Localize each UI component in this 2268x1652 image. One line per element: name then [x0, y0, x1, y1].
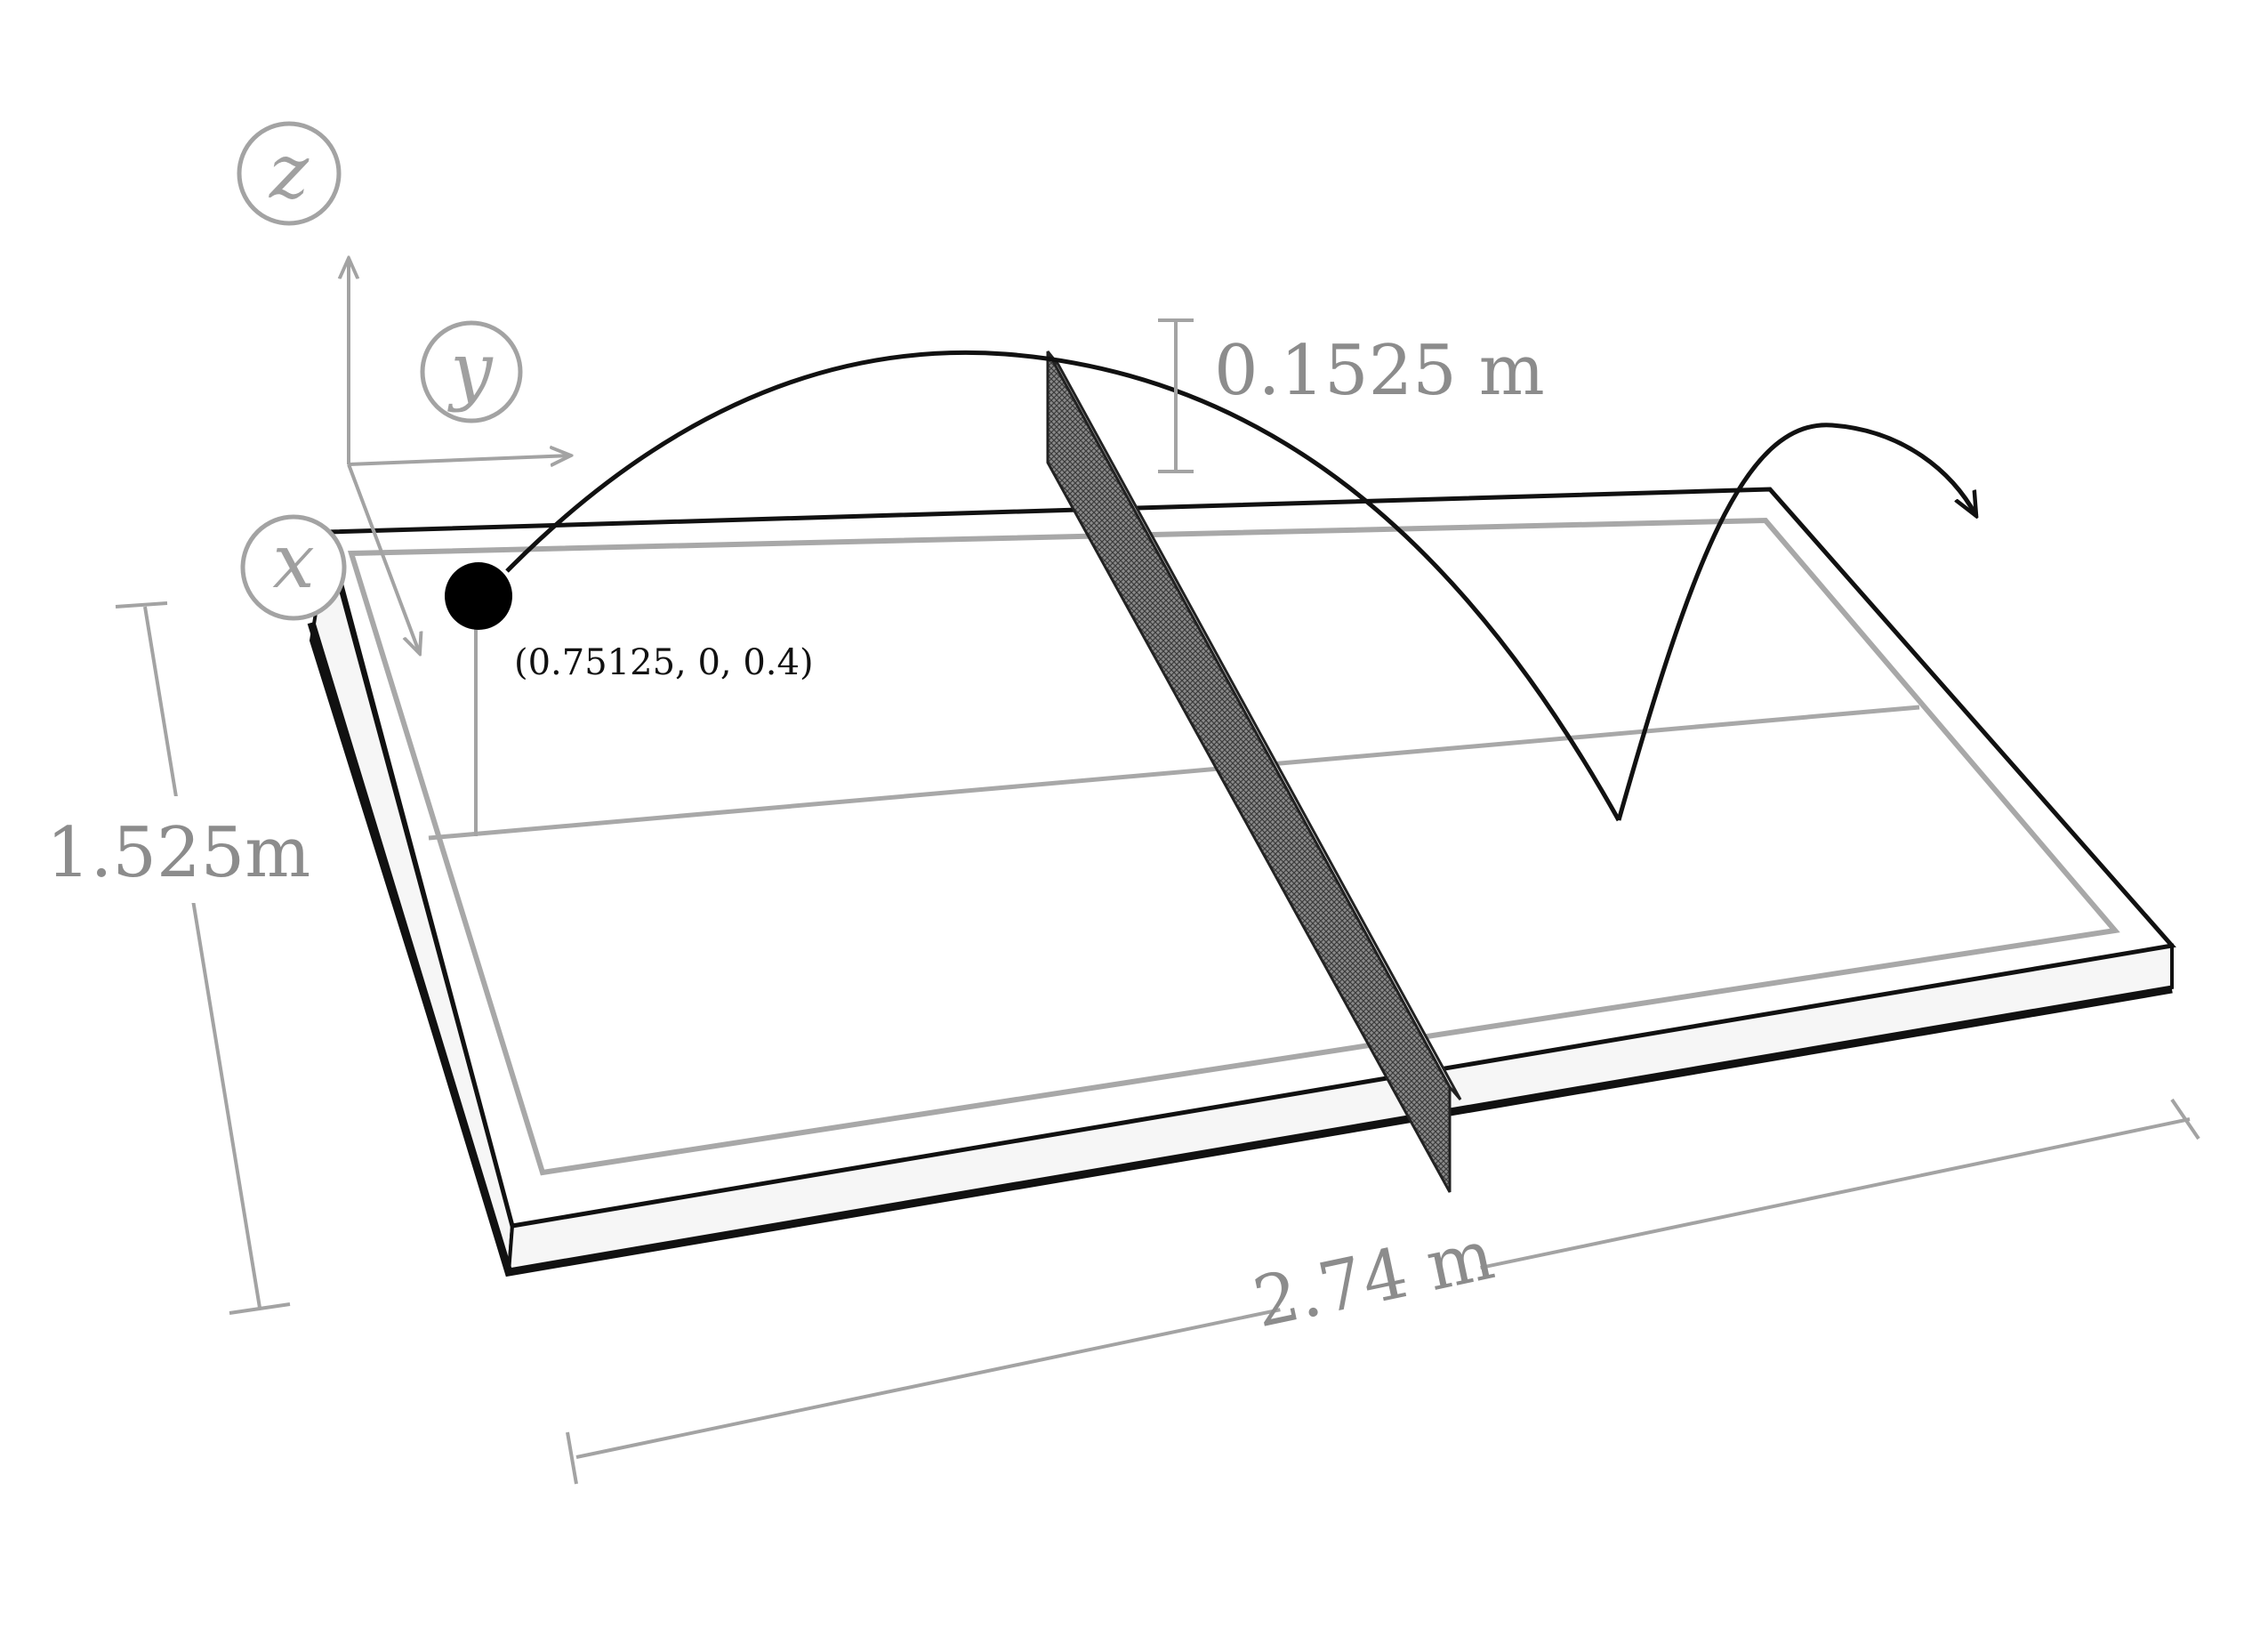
table-center-line: [428, 705, 1920, 841]
ball-coordinate-label: (0.75125, 0, 0.4): [514, 642, 814, 683]
z-axis-label: z: [237, 121, 342, 226]
y-axis-arrow: [348, 455, 571, 464]
trajectory-first-arc: [505, 350, 1621, 822]
coordinate-axes: z y x: [237, 121, 571, 654]
table: [307, 487, 2176, 1277]
svg-text:y: y: [446, 326, 494, 414]
y-axis-label: y: [420, 320, 523, 423]
x-axis-arrow: [347, 463, 420, 654]
trajectory-bounce-arc: [1616, 423, 1976, 821]
table-boundary-line: [347, 517, 2120, 1176]
ball: [445, 562, 512, 630]
svg-text:z: z: [269, 128, 310, 215]
table-width-dimension: 1.525m: [36, 601, 310, 1315]
svg-text:x: x: [272, 518, 314, 605]
x-axis-label: x: [240, 514, 347, 621]
net-height-label: 0.1525 m: [1214, 331, 1545, 411]
table-top: [324, 487, 2176, 1229]
table-width-label: 1.525m: [46, 813, 310, 893]
table-bottom-outline: [307, 621, 2173, 1277]
net-height-dimension: 0.1525 m: [1158, 318, 1545, 473]
ball-trajectory: (0.75125, 0, 0.4): [445, 350, 1976, 836]
